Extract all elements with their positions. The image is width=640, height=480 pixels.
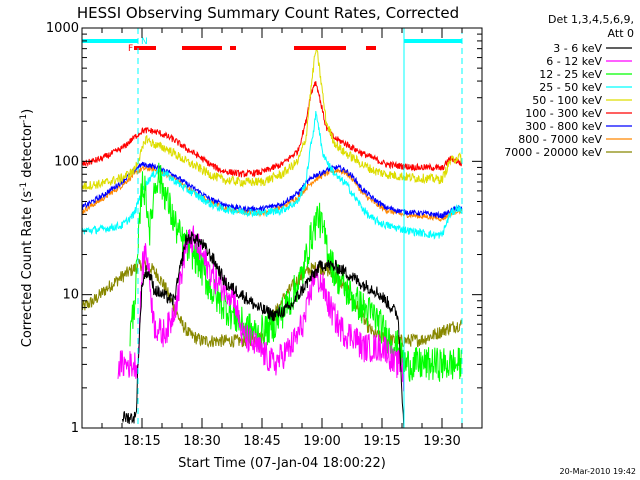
flare-flag-letter: F	[128, 44, 133, 54]
x-tick-label-1845: 18:45	[243, 434, 280, 449]
legend-label-100-300keV: 100 - 300 keV	[525, 107, 602, 120]
legend-label-25-50keV: 25 - 50 keV	[539, 81, 602, 94]
legend-header-line2: Att 0	[608, 27, 634, 40]
legend-label-50-100keV: 50 - 100 keV	[532, 94, 602, 107]
x-tick-label-1915: 19:15	[363, 434, 400, 449]
series-line-300-800keV	[81, 161, 463, 220]
series-line-12-25keV	[129, 162, 463, 382]
y-axis-label-end: )	[20, 109, 35, 114]
series-line-100-300keV	[81, 81, 463, 178]
x-tick-label-1830: 18:30	[183, 434, 220, 449]
legend-label-6-12keV: 6 - 12 keV	[546, 55, 602, 68]
legend-label-800-7000keV: 800 - 7000 keV	[518, 133, 602, 146]
legend-label-12-25keV: 12 - 25 keV	[539, 68, 602, 81]
plot-layer	[81, 47, 463, 429]
legend-label-300-800keV: 300 - 800 keV	[525, 120, 602, 133]
y-tick-label-1: 1	[71, 421, 79, 436]
y-axis-label: Corrected Count Rate (s-1 detector-1)	[19, 109, 35, 347]
y-tick-label-100: 100	[54, 154, 79, 169]
x-tick-label-1900: 19:00	[303, 434, 340, 449]
series-line-3-6keV	[122, 231, 405, 429]
y-tick-label-10: 10	[62, 288, 79, 303]
legend-header-line1: Det 1,3,4,5,6,9,	[548, 13, 634, 26]
y-tick-label-1000: 1000	[46, 21, 79, 36]
timestamp-label: 20-Mar-2010 19:42	[560, 467, 637, 476]
series-line-50-100keV	[81, 47, 463, 190]
series-line-6-12keV	[117, 225, 405, 392]
x-axis-label: Start Time (07-Jan-04 18:00:22)	[178, 456, 386, 471]
x-tick-label-1930: 19:30	[423, 434, 460, 449]
flag-layer: FN	[82, 28, 463, 428]
chart-title: HESSI Observing Summary Count Rates, Cor…	[77, 4, 459, 22]
axis-layer: 18:15 18:30 18:45 19:00 19:15 19:30 1 10 100 1000	[46, 21, 482, 449]
y-axis-label-sup2: -1	[19, 114, 29, 123]
y-axis-label-sup1: -1	[19, 182, 29, 191]
night-flag-letter: N	[141, 37, 148, 47]
legend-label-3-6keV: 3 - 6 keV	[553, 42, 602, 55]
legend-label-7000-20000keV: 7000 - 20000 keV	[504, 146, 602, 159]
y-axis-label-main: Corrected Count Rate (s	[20, 191, 35, 348]
x-tick-label-1815: 18:15	[123, 434, 160, 449]
y-axis-label-mid: detector	[20, 122, 35, 182]
